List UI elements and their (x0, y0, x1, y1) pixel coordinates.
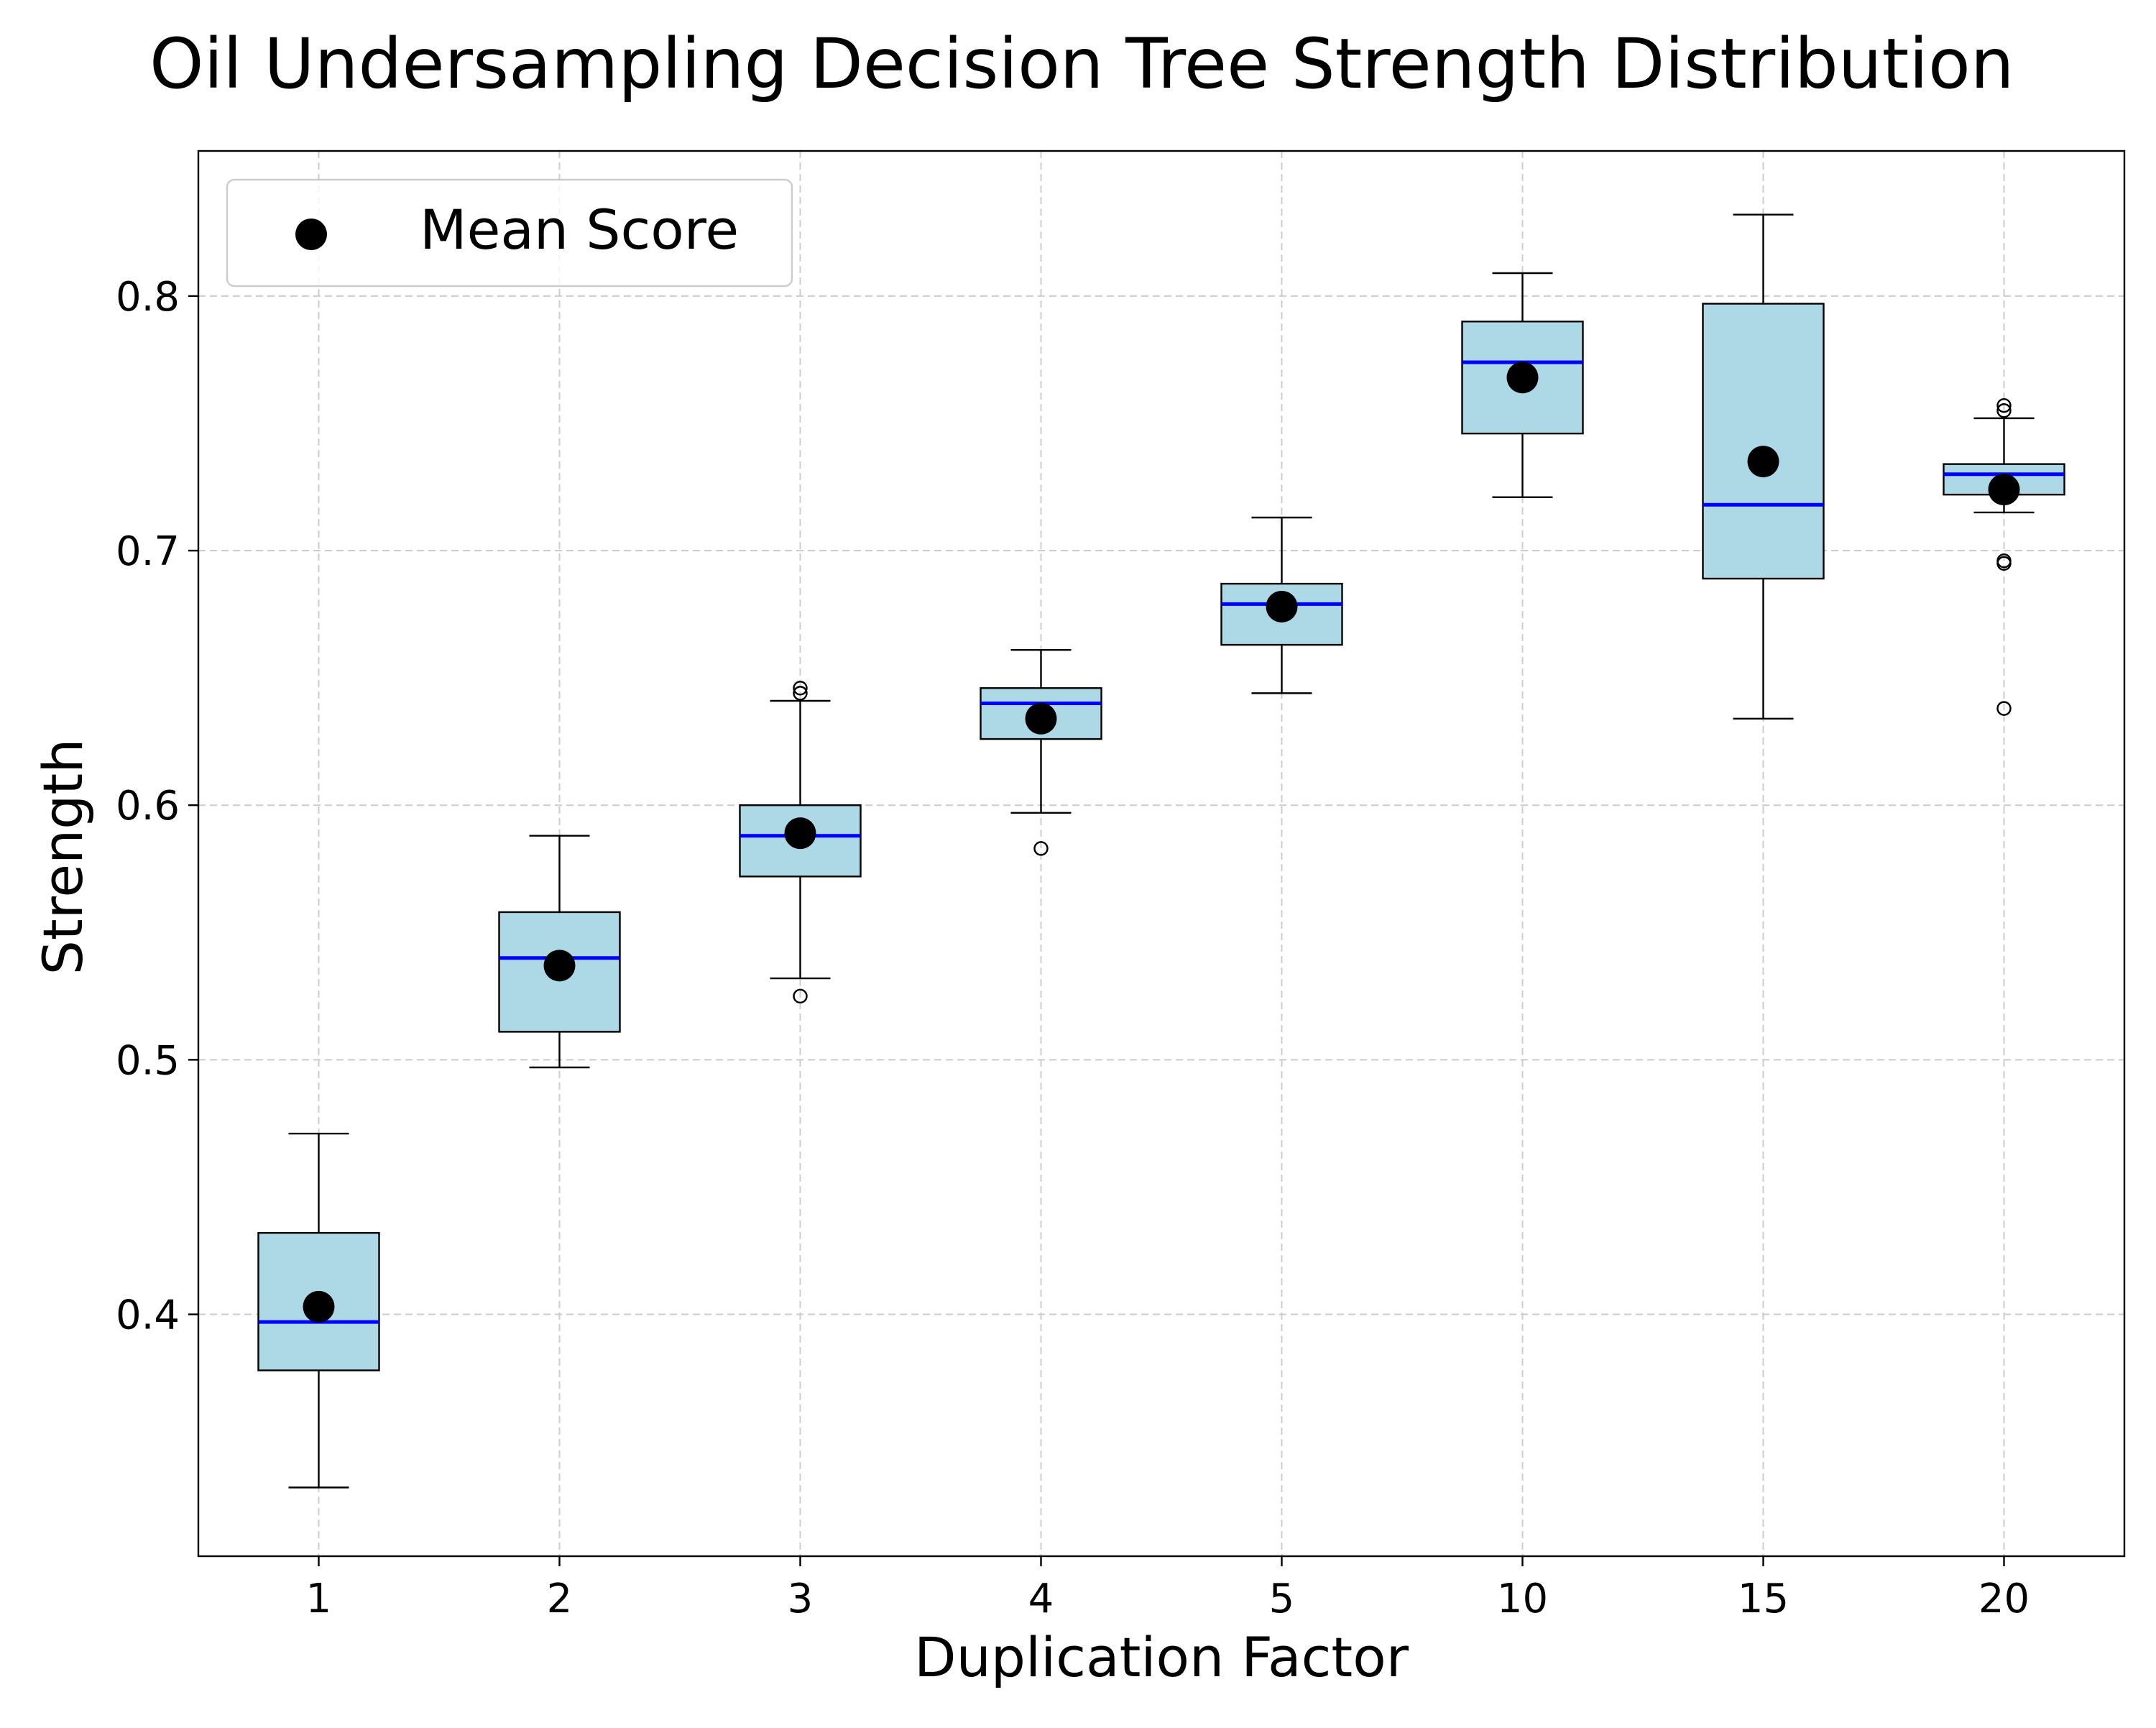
legend-mean-marker (295, 219, 327, 250)
y-axis-label: Strength (31, 739, 95, 975)
grid-layer (198, 151, 2124, 1556)
axis-layer: 0.4 0.5 0.6 0.7 0.8 1 2 3 4 5 10 15 20 (116, 274, 2030, 1622)
x-tick-label: 15 (1738, 1576, 1789, 1622)
mean-marker (1747, 446, 1779, 478)
box-group-20 (1943, 397, 2065, 716)
box-group-2 (498, 835, 621, 1069)
x-tick-label: 2 (547, 1576, 573, 1622)
outlier-point (1996, 397, 2012, 413)
box-group-10 (1461, 272, 1584, 498)
mean-marker (543, 950, 576, 982)
x-tick-label: 20 (1978, 1576, 2030, 1622)
legend: Mean Score (226, 178, 793, 288)
mean-marker (303, 1290, 335, 1323)
mean-marker (1506, 362, 1539, 394)
box-group-4 (980, 648, 1102, 856)
legend-frame (226, 178, 793, 288)
chart-title: Oil Undersampling Decision Tree Strength… (149, 24, 2014, 104)
box-layer (257, 213, 2065, 1489)
y-tick-label: 0.5 (116, 1037, 180, 1084)
box-group-1 (257, 1132, 380, 1489)
mean-marker (1266, 590, 1298, 622)
y-tick-label: 0.4 (116, 1292, 180, 1339)
outlier-point (1033, 841, 1049, 856)
y-tick-label: 0.6 (116, 783, 180, 829)
box-group-5 (1220, 516, 1343, 694)
mean-marker (1025, 702, 1057, 735)
mean-marker (784, 817, 816, 850)
x-axis-label: Duplication Factor (914, 1625, 1409, 1689)
box-group-3 (739, 681, 862, 1004)
plot-frame (197, 150, 2126, 1558)
box-group-15 (1702, 213, 1825, 720)
outlier-point (1996, 403, 2012, 418)
x-tick-label: 5 (1269, 1576, 1295, 1622)
y-tick-label: 0.8 (116, 274, 180, 321)
outlier-point (793, 686, 808, 701)
legend-label-mean-score: Mean Score (420, 198, 739, 262)
outlier-point (1996, 701, 2012, 716)
x-tick-label: 3 (788, 1576, 814, 1622)
iqr-box (1702, 303, 1825, 580)
y-tick-label: 0.7 (116, 528, 180, 575)
outlier-point (1996, 553, 2012, 569)
outlier-point (793, 988, 808, 1004)
outlier-point (793, 681, 808, 696)
x-tick-label: 10 (1497, 1576, 1548, 1622)
x-tick-label: 1 (306, 1576, 332, 1622)
mean-marker (1988, 474, 2020, 506)
x-tick-label: 4 (1028, 1576, 1054, 1622)
